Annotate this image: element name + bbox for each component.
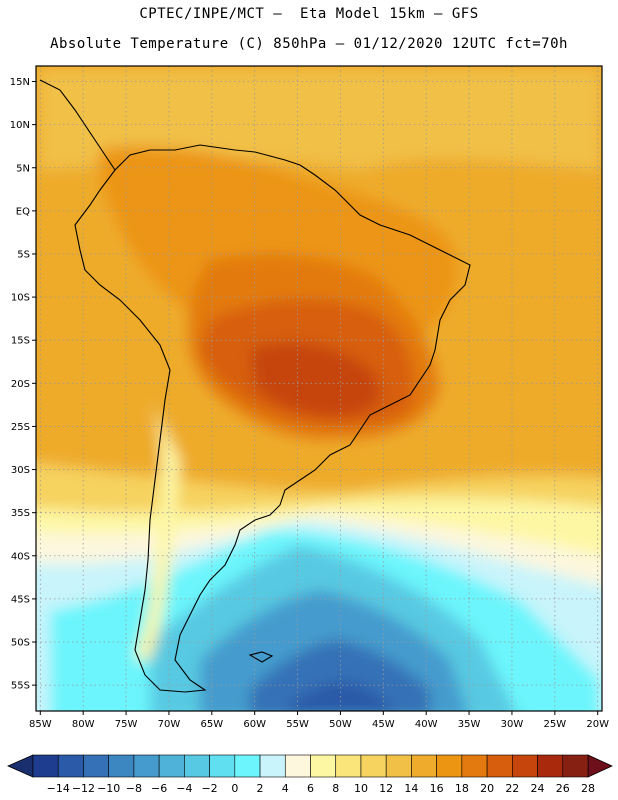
colorbar-label: 2 — [257, 782, 264, 795]
colorbar-swatch — [284, 754, 311, 778]
lon-label: 25W — [544, 719, 567, 730]
colorbar: −14 −12 −10 −8 −6 −4 −2 0 2 4 6 8 10 12 14 16 18 20 22 24 26… — [7, 754, 613, 795]
colorbar-label: 26 — [556, 782, 570, 795]
colorbar-label: 6 — [307, 782, 314, 795]
colorbar-swatch — [184, 754, 210, 778]
lon-label: 70W — [158, 719, 181, 730]
colorbar-label: −8 — [126, 782, 142, 795]
colorbar-swatch — [209, 754, 236, 778]
colorbar-swatch — [537, 754, 564, 778]
colorbar-swatch — [310, 754, 337, 778]
colorbar-label: 0 — [231, 782, 238, 795]
lat-label: 15N — [10, 77, 30, 88]
lat-label: 10N — [10, 120, 30, 131]
lat-label: 5S — [17, 249, 30, 260]
colorbar-label: 22 — [505, 782, 519, 795]
map-title-line1: CPTEC/INPE/MCT – Eta Model 15km – GFS — [139, 6, 479, 22]
colorbar-label: −2 — [201, 782, 217, 795]
lon-label: 75W — [115, 719, 138, 730]
colorbar-swatch — [486, 754, 513, 778]
colorbar-label: −10 — [97, 782, 120, 795]
colorbar-label: 24 — [531, 782, 545, 795]
colorbar-swatch — [32, 754, 59, 778]
colorbar-swatch — [436, 754, 463, 778]
colorbar-swatch — [133, 754, 160, 778]
lon-label: 30W — [501, 719, 524, 730]
colorbar-swatch — [512, 754, 538, 778]
colorbar-swatch — [335, 754, 362, 778]
colorbar-over-arrow — [587, 754, 613, 778]
lon-label: 55W — [286, 719, 309, 730]
lon-label: 65W — [200, 719, 223, 730]
lon-label: 40W — [415, 719, 438, 730]
colorbar-label: 28 — [581, 782, 595, 795]
colorbar-label: 14 — [404, 782, 418, 795]
lat-label: 15S — [11, 336, 30, 347]
colorbar-label: 20 — [480, 782, 494, 795]
lat-label: 30S — [11, 465, 30, 476]
colorbar-label: −6 — [151, 782, 167, 795]
lon-label: 80W — [72, 719, 95, 730]
latitude-labels: 15N 10N 5N EQ 5S 10S 15S 20S 25S 30S 35S 40S 45S 50S 5… — [10, 77, 36, 692]
lon-label: 85W — [29, 719, 52, 730]
lon-label: 35W — [458, 719, 481, 730]
lon-label: 50W — [329, 719, 352, 730]
plot-frame — [35, 65, 603, 712]
coastline — [39, 79, 471, 693]
lat-label: 25S — [11, 422, 30, 433]
colorbar-swatch — [461, 754, 488, 778]
lon-label: 60W — [243, 719, 266, 730]
lat-label: 35S — [11, 508, 30, 519]
colorbar-swatch — [108, 754, 135, 778]
colorbar-swatch — [259, 754, 286, 778]
colorbar-label: −12 — [72, 782, 95, 795]
lat-label: 50S — [11, 638, 30, 649]
colorbar-swatch — [83, 754, 109, 778]
colorbar-label: 8 — [332, 782, 339, 795]
colorbar-under-arrow — [7, 754, 34, 778]
colorbar-label: 4 — [282, 782, 289, 795]
lat-label: 45S — [11, 594, 30, 605]
lon-label: 20W — [586, 719, 609, 730]
colorbar-label: −4 — [176, 782, 192, 795]
colorbar-swatch — [360, 754, 387, 778]
colorbar-label: 10 — [354, 782, 368, 795]
lat-label: 10S — [11, 293, 30, 304]
map-title-line2: Absolute Temperature (C) 850hPa – 01/12/… — [50, 36, 568, 52]
longitude-labels: 85W 80W 75W 70W 65W 60W 55W 50W 45W 40W 35W 30W 25W 2… — [29, 711, 609, 730]
colorbar-swatch — [158, 754, 185, 778]
lat-label: 55S — [11, 681, 30, 692]
lat-label: 5N — [16, 163, 30, 174]
colorbar-swatch — [57, 754, 84, 778]
colorbar-label: −14 — [47, 782, 70, 795]
lon-label: 45W — [372, 719, 395, 730]
lat-label: 40S — [11, 551, 30, 562]
colorbar-label: 18 — [455, 782, 469, 795]
colorbar-swatch — [562, 754, 589, 778]
colorbar-label: 16 — [430, 782, 444, 795]
colorbar-label: 12 — [379, 782, 393, 795]
colorbar-swatch — [385, 754, 412, 778]
lat-label: 20S — [11, 379, 30, 390]
lat-label: EQ — [16, 206, 30, 217]
colorbar-swatch — [234, 754, 261, 778]
colorbar-swatch — [411, 754, 437, 778]
